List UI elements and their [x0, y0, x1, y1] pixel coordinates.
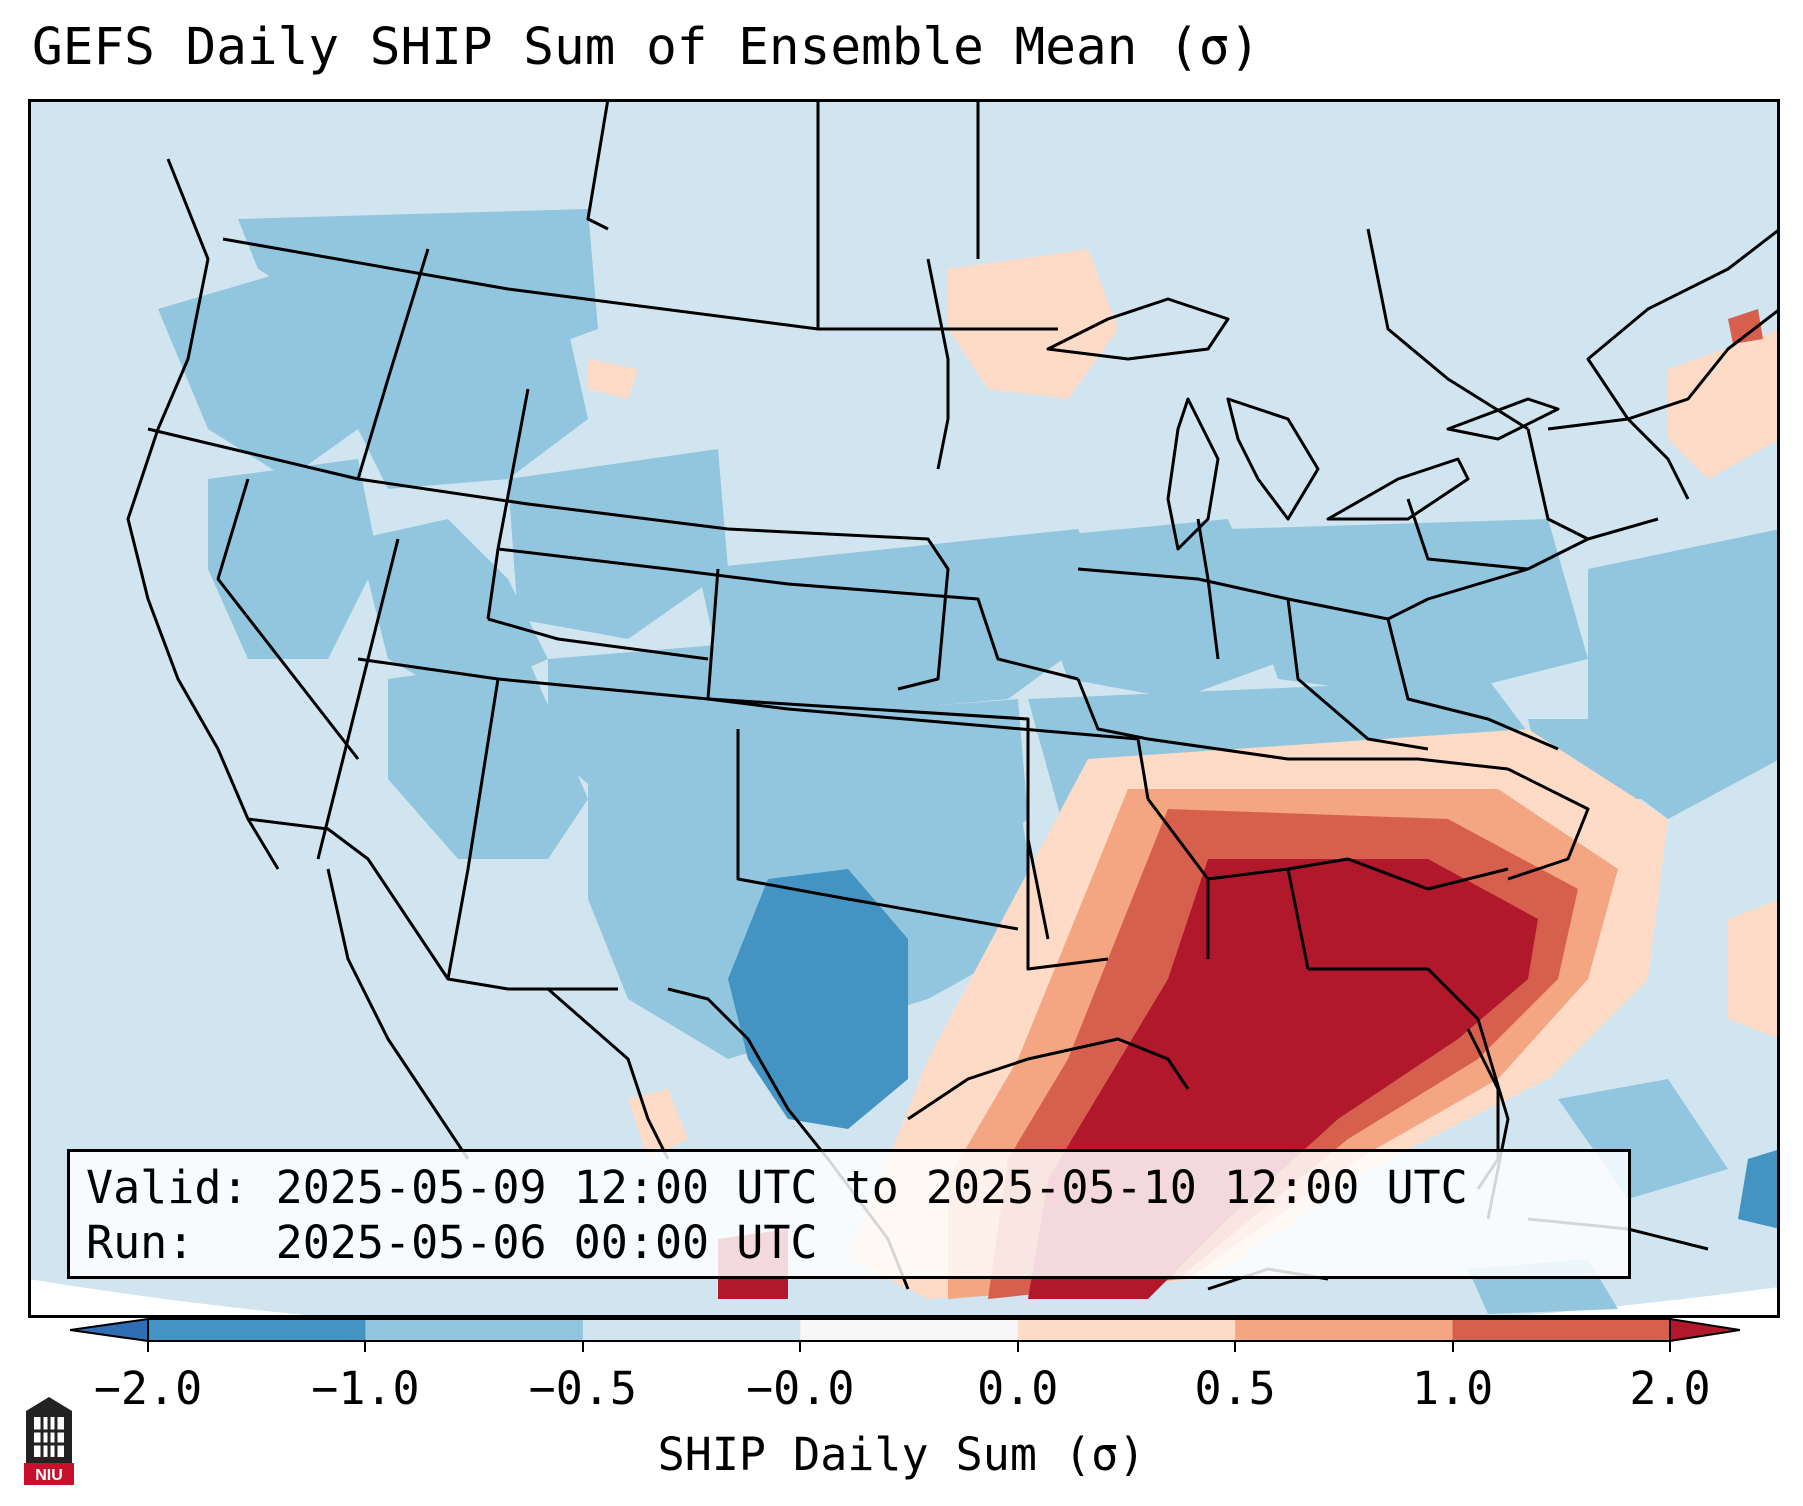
anomaly-medium-blue — [158, 209, 1780, 1314]
colorbar-bin — [1017, 1319, 1236, 1341]
map-panel — [28, 99, 1780, 1318]
colorbar-tick — [1669, 1340, 1671, 1352]
colorbar — [70, 1317, 1740, 1343]
colorbar-tick — [364, 1340, 367, 1352]
niu-logo: NIU — [24, 1397, 74, 1485]
run-label: Run: — [86, 1216, 195, 1269]
colorbar-bin — [582, 1319, 801, 1341]
colorbar-tick — [799, 1340, 802, 1352]
anomaly-dark-blue — [728, 869, 1780, 1229]
colorbar-bin — [1452, 1319, 1671, 1341]
valid-range: 2025-05-09 12:00 UTC to 2025-05-10 12:00… — [275, 1161, 1468, 1214]
colorbar-tick — [1451, 1340, 1454, 1352]
logo-text: NIU — [35, 1467, 63, 1484]
colorbar-tick-label: 1.0 — [1411, 1362, 1494, 1415]
valid-label: Valid: — [86, 1161, 249, 1214]
colorbar-tick-label: 0.0 — [977, 1362, 1059, 1415]
colorbar-tick — [1016, 1340, 1019, 1352]
colorbar-tick-label: −0.0 — [746, 1362, 855, 1415]
colorbar-tick-label: −1.0 — [311, 1362, 420, 1415]
colorbar-tick-label: −2.0 — [93, 1362, 203, 1415]
colorbar-extend-high — [1669, 1317, 1740, 1343]
run-time: 2025-05-06 00:00 UTC — [275, 1216, 818, 1269]
colorbar-extend-low — [70, 1317, 149, 1343]
colorbar-tick — [1234, 1340, 1237, 1352]
colorbar-bin — [1235, 1319, 1454, 1341]
colorbar-tick-label: −0.5 — [528, 1362, 638, 1415]
colorbar-tick-label: 0.5 — [1194, 1362, 1276, 1415]
colorbar-bin — [365, 1319, 584, 1341]
colorbar-tick-label: 2.0 — [1629, 1362, 1711, 1415]
colorbar-bin — [148, 1319, 366, 1341]
map-title: GEFS Daily SHIP Sum of Ensemble Mean (σ) — [32, 18, 1261, 77]
colorbar-tick — [581, 1340, 584, 1352]
colorbar-bin — [800, 1319, 1019, 1341]
colorbar-tick — [147, 1340, 149, 1352]
info-box: Valid: 2025-05-09 12:00 UTC to 2025-05-1… — [67, 1149, 1631, 1279]
colorbar-title: SHIP Daily Sum (σ) — [657, 1428, 1146, 1481]
